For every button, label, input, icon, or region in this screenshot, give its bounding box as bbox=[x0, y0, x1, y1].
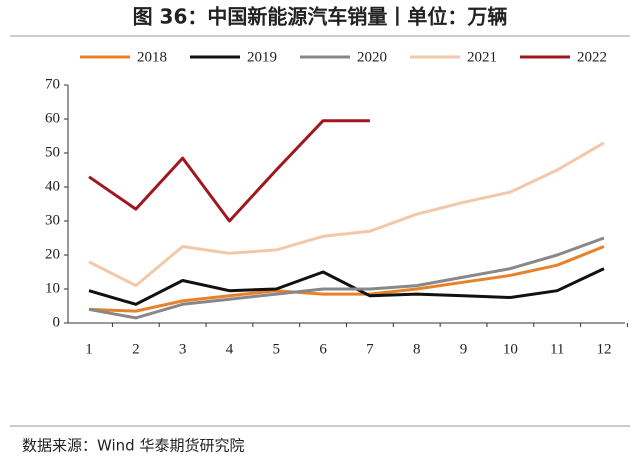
x-tick-label: 2 bbox=[132, 341, 140, 357]
y-tick-label: 70 bbox=[45, 76, 60, 92]
legend-label: 2021 bbox=[467, 49, 497, 65]
y-tick-label: 20 bbox=[45, 246, 60, 262]
series-line bbox=[88, 267, 605, 306]
x-tick-label: 7 bbox=[366, 341, 374, 357]
y-tick-label: 60 bbox=[45, 110, 60, 126]
series-line bbox=[88, 236, 605, 320]
x-tick-label: 6 bbox=[319, 341, 327, 357]
x-tick-label: 1 bbox=[85, 341, 93, 357]
y-tick-label: 10 bbox=[45, 280, 60, 296]
x-tick-label: 9 bbox=[460, 341, 468, 357]
x-tick-label: 8 bbox=[413, 341, 421, 357]
series-line bbox=[88, 245, 605, 313]
x-tick-label: 12 bbox=[597, 341, 612, 357]
series-line bbox=[88, 119, 370, 223]
y-tick-label: 30 bbox=[45, 212, 60, 228]
legend-label: 2020 bbox=[357, 49, 387, 65]
x-tick-label: 10 bbox=[503, 341, 518, 357]
legend-label: 2022 bbox=[577, 49, 607, 65]
series-line bbox=[88, 141, 605, 288]
x-tick-label: 4 bbox=[226, 341, 234, 357]
x-tick-label: 5 bbox=[273, 341, 281, 357]
chart-title: 图 36：中国新能源汽车销量丨单位：万辆 bbox=[133, 5, 508, 29]
y-tick-label: 50 bbox=[45, 144, 60, 160]
y-tick-label: 0 bbox=[53, 314, 61, 330]
y-tick-label: 40 bbox=[45, 178, 60, 194]
legend-label: 2019 bbox=[247, 49, 277, 65]
x-tick-label: 11 bbox=[550, 341, 564, 357]
legend-label: 2018 bbox=[137, 49, 167, 65]
source: 数据来源：Wind 华泰期货研究院 bbox=[22, 437, 244, 455]
x-tick-label: 3 bbox=[179, 341, 187, 357]
